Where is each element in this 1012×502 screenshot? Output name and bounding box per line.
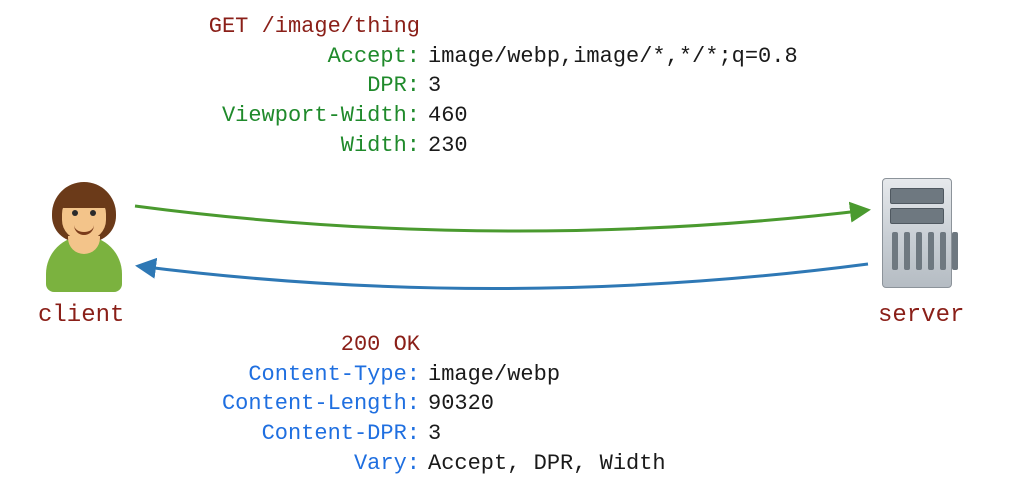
- server-icon: [882, 178, 952, 288]
- request-header-value: image/webp,image/*,*/*;q=0.8: [428, 42, 798, 72]
- client-icon: [40, 180, 130, 300]
- response-header-value: 3: [428, 419, 441, 449]
- response-header-value: 90320: [428, 389, 494, 419]
- request-header-key: DPR:: [0, 71, 428, 101]
- response-header-key: Vary:: [0, 449, 428, 479]
- response-header-key: Content-DPR:: [0, 419, 428, 449]
- request-header-value: 3: [428, 71, 441, 101]
- request-header-key: Width:: [0, 131, 428, 161]
- response-status: 200 OK: [0, 330, 428, 360]
- server-label: server: [878, 300, 964, 332]
- response-arrow: [138, 264, 868, 289]
- response-header-key: Content-Type:: [0, 360, 428, 390]
- request-header-key: Accept:: [0, 42, 428, 72]
- client-label: client: [38, 300, 124, 332]
- request-header-value: 460: [428, 101, 468, 131]
- request-header-value: 230: [428, 131, 468, 161]
- response-header-value: image/webp: [428, 360, 560, 390]
- http-response-block: 200 OK Content-Type: image/webp Content-…: [0, 330, 666, 478]
- request-line: GET /image/thing: [0, 12, 428, 42]
- response-header-value: Accept, DPR, Width: [428, 449, 666, 479]
- response-header-key: Content-Length:: [0, 389, 428, 419]
- request-arrow: [135, 206, 868, 231]
- request-header-key: Viewport-Width:: [0, 101, 428, 131]
- http-request-block: GET /image/thing Accept: image/webp,imag…: [0, 12, 798, 160]
